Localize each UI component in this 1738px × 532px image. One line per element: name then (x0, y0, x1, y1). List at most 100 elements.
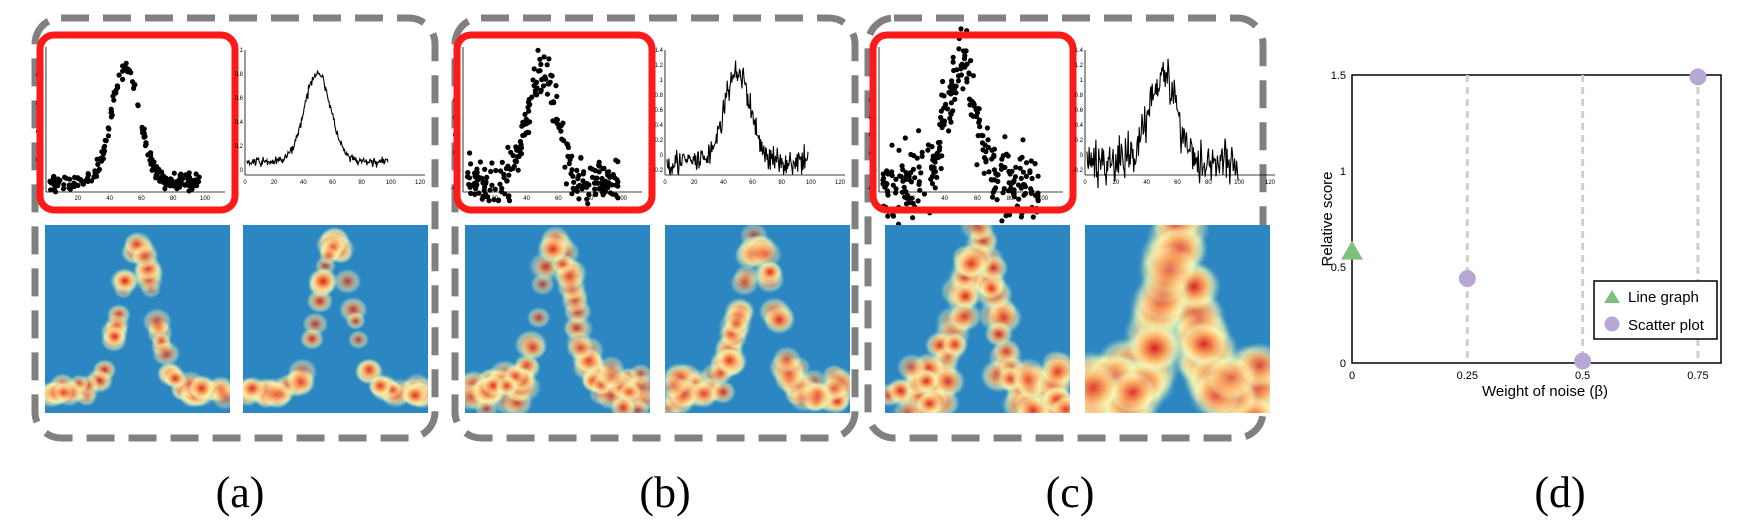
scatter-point (538, 61, 544, 67)
scatter-point (1028, 186, 1034, 192)
scatter-point (537, 56, 543, 62)
heatmap-blob (1140, 242, 1200, 296)
scatter-point (1030, 214, 1036, 220)
scatter-point (915, 198, 921, 204)
scatter-point (937, 139, 943, 145)
scatter-point (903, 188, 909, 195)
scatter-point (1012, 174, 1019, 180)
scatter-point (100, 156, 106, 162)
scatter-point (902, 135, 908, 141)
line-y-tick-label: 0 (1080, 153, 1084, 159)
line-x-tick-label: 20 (691, 180, 698, 186)
heatmap-blob (52, 382, 75, 403)
line-y-tick-label: 0.2 (1075, 138, 1084, 144)
highlight-box-a (36, 31, 239, 214)
scatter-point (596, 186, 602, 192)
scatter-point (526, 108, 532, 114)
relative-score-chart: 0 0.25 0.5 0.75 0 0.5 1 1.5 Weight of noise (β)… (1319, 68, 1722, 400)
scatter-point (958, 72, 965, 78)
scatter-x-tick-label: 40 (106, 196, 113, 202)
legend-marker-scatter-plot (1604, 316, 1620, 332)
heatmap-blob (163, 367, 188, 390)
scatter-point (101, 148, 108, 154)
scatter-point (1009, 168, 1015, 174)
scatter-point (111, 97, 117, 103)
heatmap-blob (187, 375, 216, 401)
panel-group-a: 20 40 60 80 100 0 0.2 0.4 0.6 0.8 1 0 20 40 60 80 100 120… (31, 14, 439, 442)
scatter-point (880, 177, 886, 183)
scatter-point (966, 70, 972, 76)
scatter-point (548, 72, 554, 78)
heatmap-blob (474, 397, 499, 413)
scatter-point (576, 196, 582, 202)
scatter-point (615, 179, 621, 185)
scatter-point (497, 181, 503, 187)
scatter-x-tick-label: 60 (974, 196, 981, 202)
scatter-point (1016, 196, 1022, 202)
scatter-points-b (464, 47, 621, 214)
panel-label-b: (b) (639, 468, 690, 517)
scatter-point (120, 68, 126, 74)
scatter-point (1020, 169, 1026, 175)
heatmap-blob (566, 335, 595, 361)
scatter-point (499, 159, 505, 165)
panel-label-c: (c) (1046, 468, 1095, 517)
scatter-point (967, 102, 973, 108)
scatter-point (531, 66, 537, 72)
line-x-tick-label: 100 (1234, 180, 1245, 186)
scatter-point (958, 63, 964, 69)
scatter-x-tick-label: 40 (941, 196, 948, 202)
line-x-tick-label: 20 (1112, 180, 1119, 186)
heatmap-blobs (243, 226, 428, 410)
scatter-point (613, 192, 619, 198)
scatter-point (501, 175, 507, 181)
scatter-point (939, 153, 945, 159)
heatmap-blob (1012, 365, 1045, 396)
heatmap-blob (1015, 394, 1051, 413)
heatmap-blob (536, 234, 569, 264)
scatter-point (540, 83, 547, 89)
heatmap-blob (724, 313, 748, 335)
scatter-point (55, 183, 61, 189)
line-y-tick-label: 0.6 (235, 96, 244, 102)
line-x-tick-label: 40 (1143, 180, 1150, 186)
scatter-point (960, 86, 966, 92)
scatter-point (1006, 188, 1012, 194)
line-x-tick-label: 60 (1174, 180, 1181, 186)
line-x-tick-label: 120 (415, 180, 426, 186)
scatter-point (569, 167, 575, 173)
scatter-point (964, 61, 970, 67)
scatter-point (512, 158, 518, 164)
heatmap-c-2 (1085, 225, 1270, 413)
scatter-point (1011, 194, 1017, 200)
scatter-point (953, 83, 959, 89)
line-x-tick-label: 0 (663, 180, 667, 186)
highlight-box-c (869, 31, 1077, 214)
line-y-tick-label: 1.4 (1075, 48, 1084, 54)
heatmap-blob (715, 347, 743, 373)
scatter-point (96, 166, 102, 172)
scatter-point (600, 185, 606, 191)
line-x-tick-label: 60 (329, 180, 336, 186)
scatter-point (1000, 190, 1006, 196)
scatter-point (517, 138, 524, 145)
scatter-point (487, 187, 493, 193)
scatter-point (596, 169, 602, 175)
scatter-point (185, 176, 191, 182)
scatter-point (989, 177, 995, 183)
scatter-point (916, 128, 922, 134)
line-y-tick-label: 0.8 (1075, 93, 1084, 99)
scatter-point (544, 91, 551, 97)
scatter-point (561, 138, 567, 144)
scatter-point (75, 182, 81, 188)
heatmap-b-2 (665, 225, 850, 413)
scatter-point (60, 186, 67, 192)
scatter-point (194, 183, 200, 189)
scatter-point (918, 170, 924, 176)
scatter-point (949, 80, 955, 87)
line-y-tick-label: 0.8 (235, 72, 244, 78)
scatter-point (934, 174, 940, 180)
scatter-point (75, 175, 81, 181)
scatter-point (986, 169, 992, 175)
scatter-point (998, 166, 1005, 172)
